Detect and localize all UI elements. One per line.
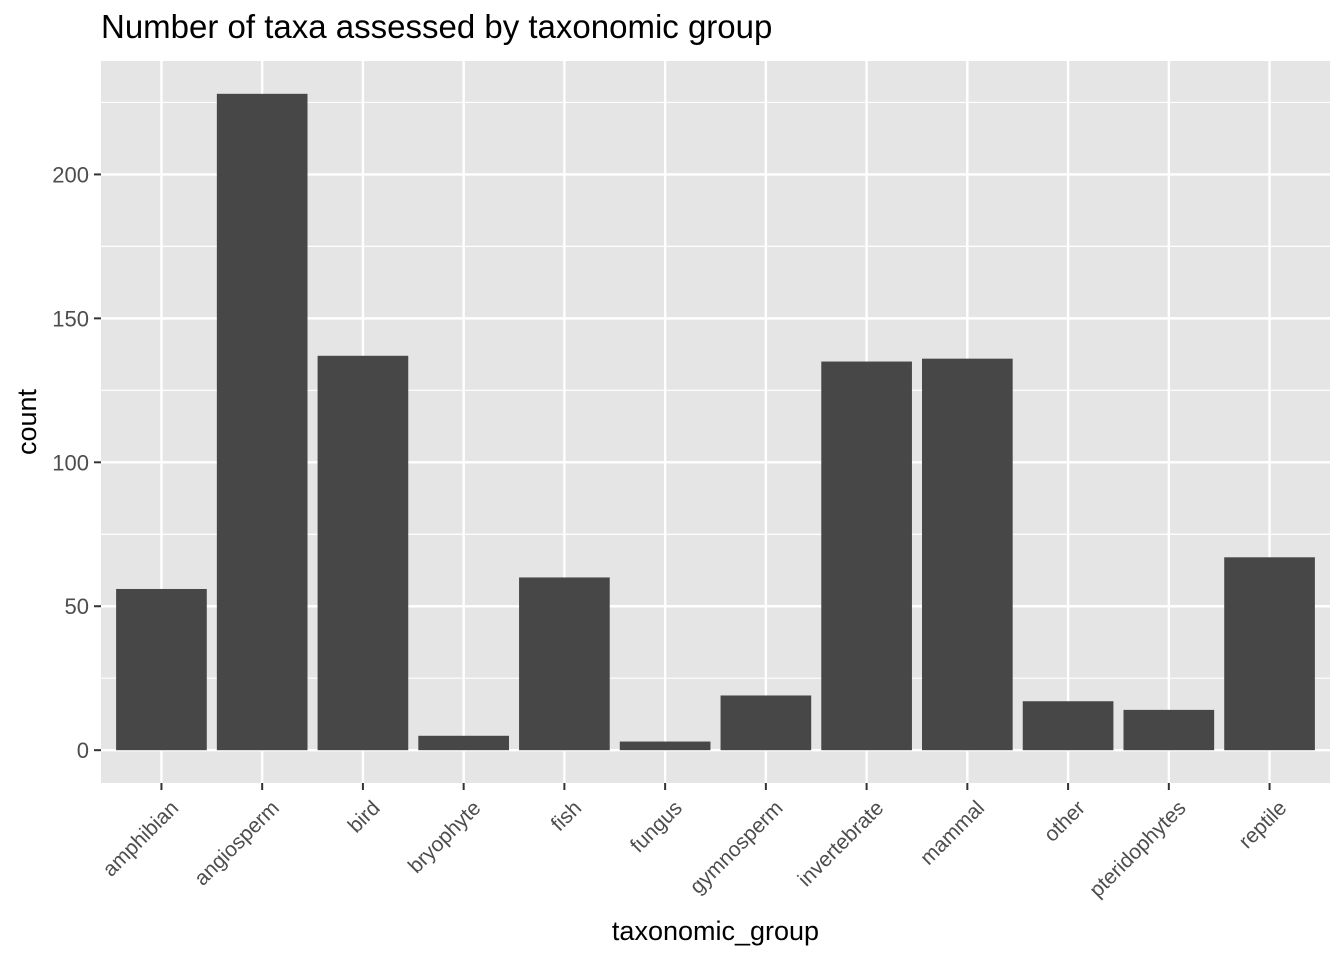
x-tick-label-angiosperm: angiosperm	[190, 796, 284, 890]
y-tick-label: 50	[65, 594, 89, 619]
chart-title: Number of taxa assessed by taxonomic gro…	[101, 8, 773, 45]
y-axis-title: count	[12, 388, 42, 455]
bar-reptile	[1224, 557, 1315, 751]
y-tick-label: 150	[52, 306, 89, 331]
bar-fungus	[619, 741, 711, 751]
x-tick-label-other: other	[1040, 796, 1090, 846]
x-tick-label-bryophyte: bryophyte	[404, 796, 485, 877]
x-tick-label-fish: fish	[547, 796, 586, 835]
bars	[116, 93, 1315, 751]
x-axis-title: taxonomic_group	[612, 916, 819, 946]
x-tick-label-amphibian: amphibian	[98, 796, 183, 881]
x-tick-label-mammal: mammal	[916, 796, 989, 869]
x-tick-label-gymnosperm: gymnosperm	[685, 796, 787, 898]
bar-other	[1022, 701, 1114, 751]
bar-angiosperm	[216, 93, 308, 751]
x-axis: amphibian angiosperm bird bryophyte fish fung…	[98, 783, 1291, 902]
y-tick-label: 100	[52, 450, 89, 475]
x-tick-label-fungus: fungus	[626, 796, 687, 857]
x-tick-label-invertebrate: invertebrate	[794, 796, 889, 891]
x-tick-label-pteridophytes: pteridophytes	[1085, 796, 1190, 901]
bar-bird	[317, 355, 409, 751]
y-tick-label: 0	[77, 738, 89, 763]
bar-bryophyte	[418, 735, 509, 751]
x-tick-label-bird: bird	[344, 796, 385, 837]
bar-mammal	[922, 358, 1013, 751]
bar-amphibian	[116, 588, 207, 751]
y-axis: 0 50 100 150 200	[52, 162, 101, 763]
y-tick-label: 200	[52, 162, 89, 187]
bar-invertebrate	[821, 361, 912, 751]
x-tick-label-reptile: reptile	[1235, 796, 1292, 853]
bar-gymnosperm	[720, 695, 812, 751]
bar-pteridophytes	[1123, 709, 1215, 751]
bar-fish	[519, 577, 610, 751]
